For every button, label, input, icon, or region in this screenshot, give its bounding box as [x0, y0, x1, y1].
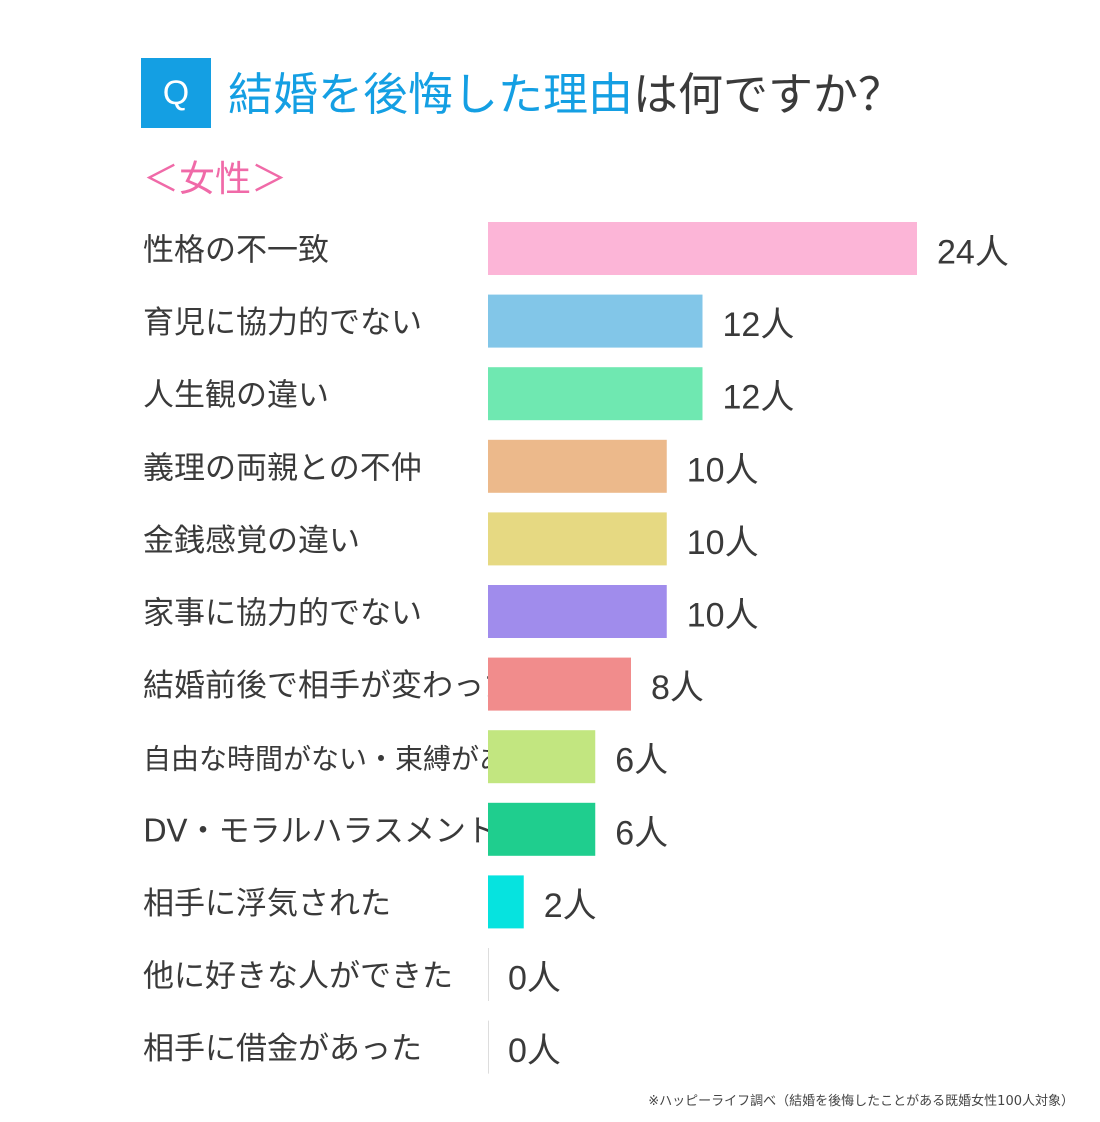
value-label: 8人	[651, 669, 704, 707]
category-label: 家事に協力的でない	[143, 596, 422, 632]
bar	[488, 439, 667, 493]
question-badge: Q	[141, 58, 211, 128]
value-label: 12人	[723, 306, 795, 344]
bar	[488, 875, 524, 929]
value-label: 12人	[723, 379, 795, 417]
value-label: 10人	[687, 451, 759, 489]
value-label: 0人	[508, 1032, 561, 1070]
category-label: 他に好きな人ができた	[143, 959, 453, 995]
category-label: DV・モラルハラスメント	[143, 813, 497, 849]
category-label: 育児に協力的でない	[143, 305, 422, 341]
page-title: 結婚を後悔した理由は何ですか？	[228, 62, 903, 128]
category-label: 結婚前後で相手が変わった	[143, 668, 515, 704]
chart-subtitle: ＜女性＞	[143, 159, 288, 200]
bar	[488, 294, 703, 348]
bar	[488, 512, 667, 566]
value-label: 6人	[615, 814, 668, 852]
value-label: 10人	[687, 597, 759, 635]
value-label: 2人	[544, 887, 597, 925]
category-label: 性格の不一致	[143, 233, 329, 269]
category-label: 義理の両親との不仲	[143, 450, 422, 486]
category-label: 自由な時間がない・束縛がある	[143, 743, 535, 776]
category-label: 人生観の違い	[143, 378, 329, 414]
category-label: 相手に借金があった	[143, 1031, 422, 1067]
value-label: 10人	[687, 524, 759, 562]
bar	[488, 585, 667, 638]
bar	[488, 367, 703, 421]
bar	[488, 730, 596, 784]
bar	[488, 802, 596, 856]
source-footnote: ※ハッピーライフ調べ（結婚を後悔したことがある既婚女性100人対象）	[648, 1094, 1074, 1109]
category-label: 金銭感覚の違い	[143, 523, 360, 559]
value-label: 24人	[937, 234, 1009, 272]
value-label: 6人	[615, 742, 668, 780]
value-label: 0人	[508, 960, 561, 998]
category-label: 相手に浮気された	[143, 886, 391, 922]
bar	[488, 657, 631, 711]
title-rest: は何ですか？	[633, 68, 904, 121]
title-highlight: 結婚を後悔した理由	[228, 68, 634, 121]
bar	[488, 222, 917, 275]
